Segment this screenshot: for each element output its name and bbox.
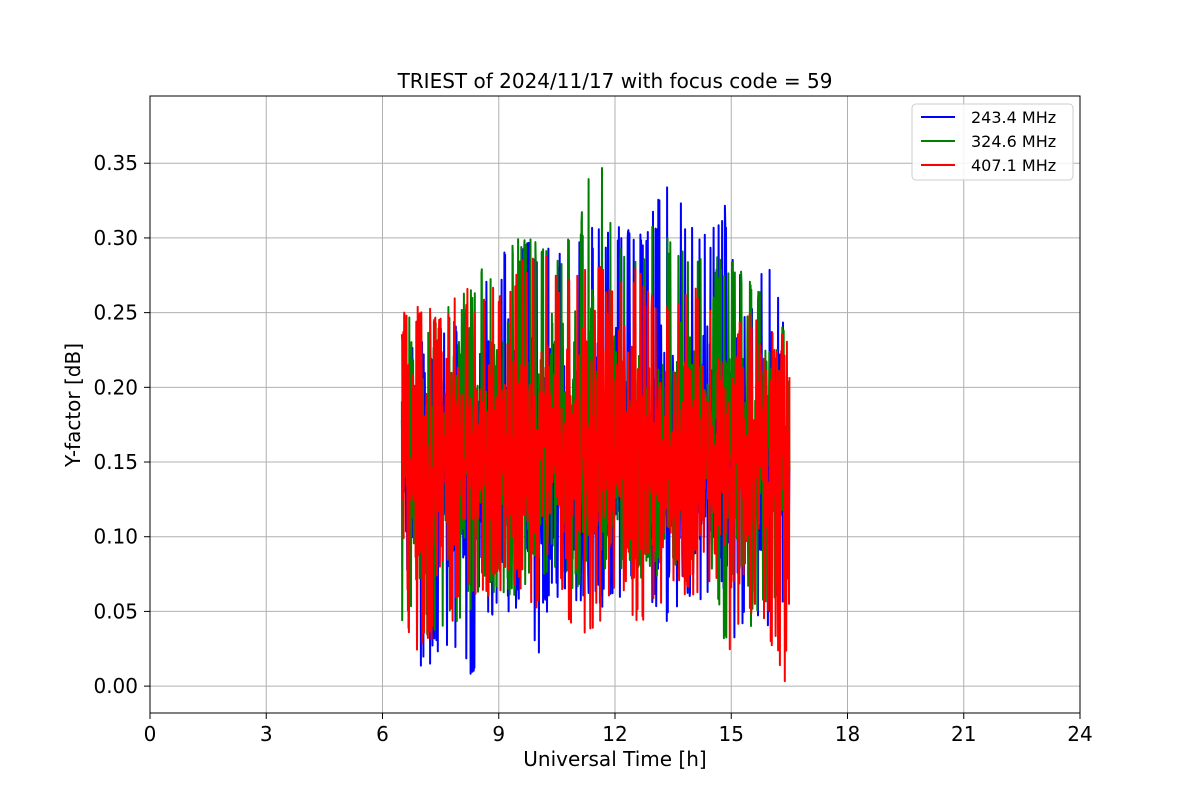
legend: 243.4 MHz 324.6 MHz 407.1 MHz	[911, 103, 1074, 181]
x-axis: 0 3 6 9 12 15 18 21 24	[144, 713, 1093, 746]
legend-label-2: 407.1 MHz	[971, 156, 1056, 175]
y-tick-label: 0.30	[93, 226, 138, 250]
y-axis-title: Y-factor [dB]	[61, 343, 85, 468]
y-tick-label: 0.25	[93, 301, 138, 325]
x-tick-label: 12	[602, 722, 627, 746]
y-tick-label: 0.35	[93, 151, 138, 175]
x-axis-title: Universal Time [h]	[523, 747, 706, 771]
legend-label-0: 243.4 MHz	[971, 108, 1056, 127]
legend-label-1: 324.6 MHz	[971, 132, 1056, 151]
x-tick-label: 24	[1067, 722, 1092, 746]
x-tick-label: 9	[492, 722, 505, 746]
series-line-2	[400, 255, 791, 683]
y-tick-label: 0.00	[93, 674, 138, 698]
y-axis: 0.00 0.05 0.10 0.15 0.20 0.25 0.30 0.35	[93, 151, 150, 698]
y-tick-label: 0.10	[93, 525, 138, 549]
chart-title: TRIEST of 2024/11/17 with focus code = 5…	[397, 69, 833, 93]
x-tick-label: 21	[951, 722, 976, 746]
x-tick-label: 15	[719, 722, 744, 746]
x-tick-label: 18	[835, 722, 860, 746]
y-tick-label: 0.20	[93, 375, 138, 399]
plot-area	[400, 167, 791, 683]
x-tick-label: 3	[260, 722, 273, 746]
y-tick-label: 0.05	[93, 599, 138, 623]
x-tick-label: 0	[144, 722, 157, 746]
x-tick-label: 6	[376, 722, 389, 746]
legend-box	[911, 103, 1074, 181]
y-tick-label: 0.15	[93, 450, 138, 474]
